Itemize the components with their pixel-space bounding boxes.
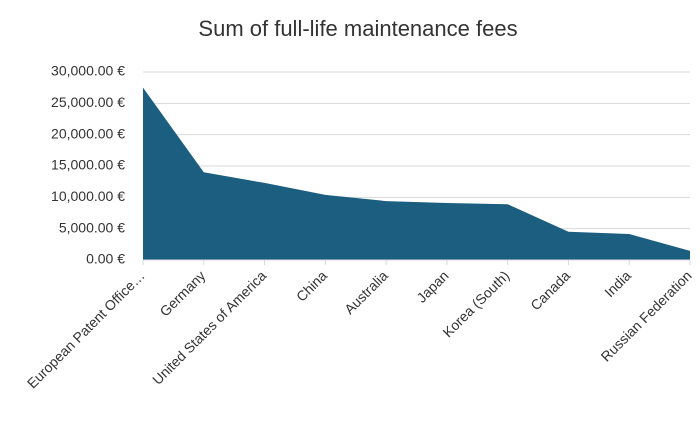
x-tick-label: European Patent Office… [24, 267, 148, 391]
y-tick-label: 5,000.00 € [59, 219, 125, 235]
y-tick-label: 15,000.00 € [51, 157, 125, 173]
x-tick-label: United States of America [149, 267, 269, 387]
y-tick-label: 25,000.00 € [51, 94, 125, 110]
y-tick-label: 30,000.00 € [51, 63, 125, 79]
y-tick-label: 0.00 € [86, 251, 125, 267]
chart-title: Sum of full-life maintenance fees [198, 16, 517, 41]
area [143, 87, 690, 261]
x-tick-label: China [293, 267, 330, 304]
y-tick-label: 10,000.00 € [51, 188, 125, 204]
x-tick-label: Germany [156, 267, 208, 319]
x-tick-label: Australia [341, 267, 391, 317]
x-tick-label: Canada [527, 267, 573, 313]
y-tick-label: 20,000.00 € [51, 125, 125, 141]
x-tick-label: Japan [413, 267, 451, 305]
x-tick-label: India [601, 267, 634, 300]
